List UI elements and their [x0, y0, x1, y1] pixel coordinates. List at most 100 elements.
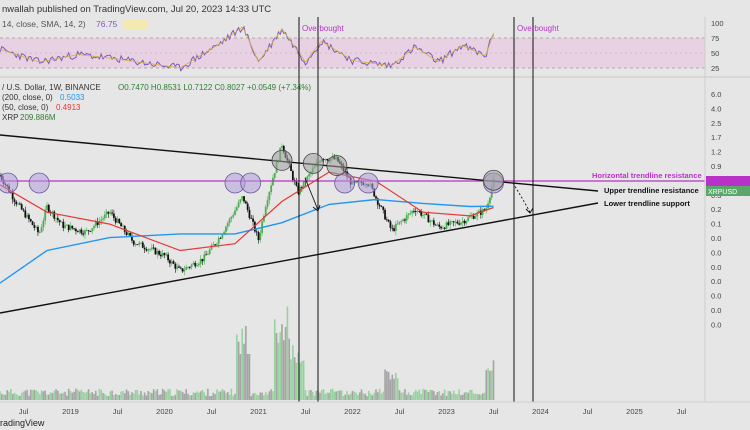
candle-body: [416, 211, 419, 213]
volume-bar: [286, 306, 289, 400]
volume-bar: [199, 391, 202, 400]
candle-body: [94, 221, 97, 226]
volume-bar: [22, 391, 25, 400]
volume-bar: [17, 395, 19, 400]
candle-body: [105, 211, 108, 215]
volume-bar: [82, 391, 84, 400]
volume-bar: [364, 393, 366, 400]
candle-body: [212, 244, 215, 246]
volume-bar: [104, 393, 106, 400]
volume-bar: [304, 390, 307, 400]
candle-body: [183, 269, 186, 272]
candle-body: [485, 208, 488, 211]
upper-touch-circle: [302, 152, 324, 174]
candle-body: [425, 213, 428, 215]
candle-body: [112, 213, 115, 218]
candle-body: [456, 221, 459, 224]
candle-body: [51, 211, 54, 213]
candle-body: [255, 231, 258, 233]
candle-body: [170, 261, 173, 264]
time-axis[interactable]: Jul 2019 Jul 2020 Jul 2021 Jul 2022 Jul 2023 Jul 20…: [0, 401, 750, 416]
price-axis[interactable]: 6.04.02.51.71.20.90.40.30.20.10.00.00.00…: [704, 17, 750, 402]
volume-bar: [348, 394, 350, 400]
volume-bar: [91, 392, 93, 400]
volume-bar: [40, 390, 43, 400]
candle-body: [46, 204, 48, 210]
volume-bar: [483, 392, 486, 400]
volume-bar: [163, 390, 166, 400]
rsi-pane: 14, close, SMA, 14, 2) 76.75: [0, 19, 705, 72]
candle-body: [11, 192, 14, 200]
candle-body: [185, 267, 188, 270]
price-tick-label: 1.2: [711, 148, 721, 157]
candle-body: [483, 209, 486, 211]
volume-bar: [147, 391, 150, 400]
price-tick-label: 0.0: [711, 292, 721, 301]
volume-bar: [154, 391, 157, 400]
candle-body: [197, 263, 200, 266]
volume-bar: [75, 388, 77, 400]
candle-body: [143, 247, 146, 250]
price-tick-label: 2.5: [711, 119, 721, 128]
candle-body: [272, 177, 274, 186]
volume-bar: [174, 394, 177, 400]
candle-body: [461, 220, 464, 223]
candle-body: [263, 215, 265, 222]
volume-bar: [257, 395, 260, 400]
candle-body: [481, 209, 484, 215]
volume-bar: [395, 372, 397, 400]
volume-bar: [387, 371, 390, 400]
candle-body: [187, 267, 189, 268]
publisher-text: nwallah published on TradingView.com, Ju…: [2, 4, 271, 15]
time-tick-label: 2021: [250, 407, 267, 416]
upper-touch-circle: [271, 150, 293, 171]
candle-body: [17, 203, 19, 205]
candle-body: [270, 185, 273, 193]
candle-body: [37, 226, 39, 233]
candle-body: [384, 209, 386, 220]
volume-bar: [454, 393, 457, 400]
volume-bar: [241, 328, 244, 400]
volume-bar: [26, 389, 28, 400]
candle-body: [64, 225, 66, 229]
volume-bar: [436, 392, 439, 400]
candle-body: [259, 232, 262, 241]
volume-bar: [210, 395, 213, 400]
candle-body: [488, 197, 491, 204]
candle-body: [306, 176, 309, 182]
candle-body: [169, 260, 171, 264]
volume-bar: [284, 327, 287, 400]
candle-body: [203, 254, 206, 262]
volume-bar: [434, 395, 437, 400]
horizontal-touch-circle: [357, 172, 379, 194]
candle-body: [55, 217, 57, 219]
ma200-legend-value: 0.5033: [60, 93, 85, 102]
candle-body: [387, 219, 390, 222]
volume-bar: [451, 393, 453, 400]
volume-bar: [378, 388, 381, 400]
volume-bar: [189, 395, 191, 400]
volume-bar: [151, 393, 153, 400]
price-tick-label: 0.0: [711, 248, 721, 257]
volume-bar: [73, 391, 75, 400]
volume-bar: [254, 393, 256, 400]
candle-body: [18, 203, 21, 205]
candle-body: [476, 212, 479, 217]
volume-bar: [225, 392, 227, 400]
volume-bar: [181, 391, 184, 400]
volume-bar: [272, 391, 274, 400]
candle-body: [449, 221, 452, 225]
candle-body: [122, 225, 124, 227]
volume-bar: [100, 389, 103, 400]
volume-bar: [84, 392, 86, 400]
candle-body: [282, 145, 285, 153]
price-tick-label: 0.1: [711, 220, 721, 229]
candle-body: [465, 220, 468, 224]
volume-bar: [456, 394, 459, 400]
candle-body: [196, 265, 198, 267]
volume-bar: [19, 395, 21, 400]
candle-body: [268, 192, 271, 201]
candle-body: [422, 215, 424, 216]
candle-body: [300, 186, 303, 188]
volume-bar: [490, 370, 493, 400]
